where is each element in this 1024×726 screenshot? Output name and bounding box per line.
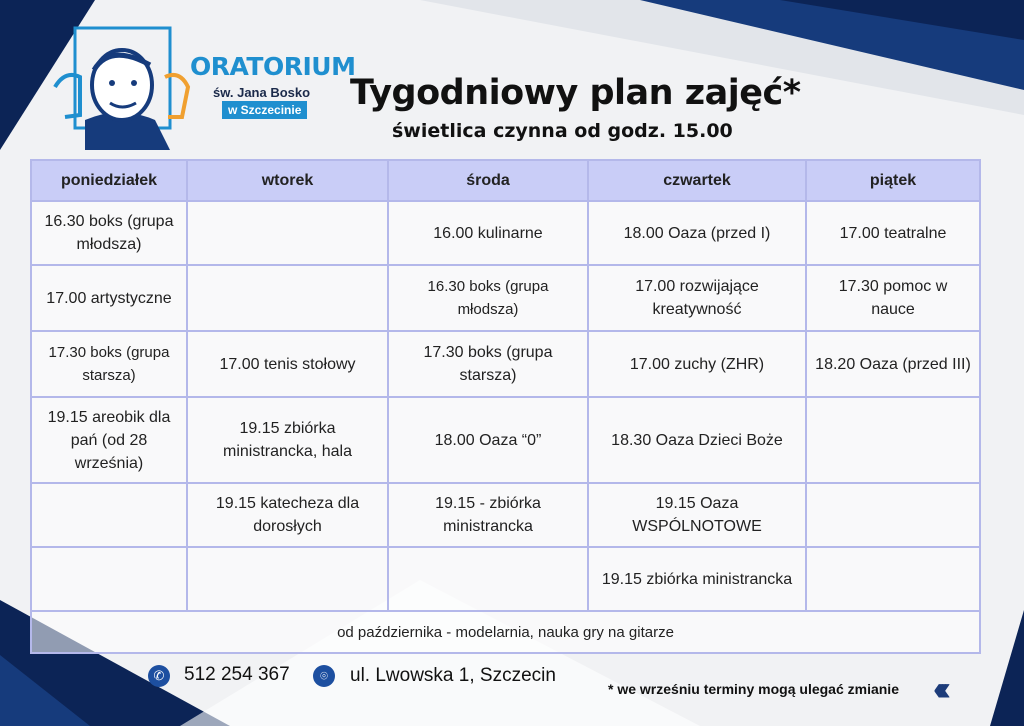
activity-cell: 19.15 katecheza dla dorosłych	[186, 482, 389, 548]
oratorium-logo	[53, 26, 191, 150]
activity-cell: 18.00 Oaza “0”	[387, 396, 589, 484]
table-row: 17.00 artystyczne 16.30 boks (grupa młod…	[30, 264, 981, 332]
day-header: środa	[387, 159, 589, 202]
activity-cell	[805, 482, 981, 548]
activity-cell	[387, 546, 589, 612]
table-row: 19.15 zbiórka ministrancka	[30, 546, 981, 612]
activity-cell: 17.00 zuchy (ZHR)	[587, 330, 807, 398]
day-header: piątek	[805, 159, 981, 202]
phone-number: 512 254 367	[184, 664, 290, 685]
activity-cell: 17.00 artystyczne	[30, 264, 188, 332]
page-subtitle: świetlica czynna od godz. 15.00	[392, 120, 733, 142]
activity-cell: 19.15 zbiórka ministrancka, hala	[186, 396, 389, 484]
activity-cell: 16.30 boks (grupa młodsza)	[30, 200, 188, 266]
activity-cell: 19.15 zbiórka ministrancka	[587, 546, 807, 612]
map-pin-icon: ⌾	[313, 665, 335, 687]
footer-note-cell: od października - modelarnia, nauka gry …	[30, 610, 981, 654]
activity-cell: 17.30 pomoc w nauce	[805, 264, 981, 332]
activity-cell: 18.20 Oaza (przed III)	[805, 330, 981, 398]
activity-cell: 18.00 Oaza (przed I)	[587, 200, 807, 266]
table-row: 16.30 boks (grupa młodsza) 16.00 kulinar…	[30, 200, 981, 266]
table-footer-row: od października - modelarnia, nauka gry …	[30, 610, 981, 654]
chevrons-left-icon: ‹‹‹	[933, 670, 951, 708]
activity-cell: 16.30 boks (grupa młodsza)	[387, 264, 589, 332]
activity-cell: 17.30 boks (grupa starsza)	[387, 330, 589, 398]
activity-cell	[186, 264, 389, 332]
activity-cell	[805, 396, 981, 484]
schedule-table: poniedziałek wtorek środa czwartek piąte…	[30, 159, 981, 654]
activity-cell: 17.00 tenis stołowy	[186, 330, 389, 398]
day-header: poniedziałek	[30, 159, 188, 202]
day-header: wtorek	[186, 159, 389, 202]
activity-cell: 16.00 kulinarne	[387, 200, 589, 266]
activity-cell	[30, 546, 188, 612]
activity-cell: 17.30 boks (grupa starsza)	[30, 330, 188, 398]
header-row: poniedziałek wtorek środa czwartek piąte…	[30, 159, 981, 202]
table-row: 19.15 katecheza dla dorosłych 19.15 - zb…	[30, 482, 981, 548]
logo-city: w Szczecinie	[222, 101, 308, 119]
logo-brand-name: ORATORIUM	[190, 52, 356, 81]
table-row: 17.30 boks (grupa starsza) 17.00 tenis s…	[30, 330, 981, 398]
activity-cell: 19.15 areobik dla pań (od 28 września)	[30, 396, 188, 484]
table-row: 19.15 areobik dla pań (od 28 września) 1…	[30, 396, 981, 484]
address: ul. Lwowska 1, Szczecin	[350, 665, 556, 686]
activity-cell	[30, 482, 188, 548]
activity-cell: 17.00 teatralne	[805, 200, 981, 266]
activity-cell	[805, 546, 981, 612]
day-header: czwartek	[587, 159, 807, 202]
activity-cell: 19.15 Oaza WSPÓLNOTOWE	[587, 482, 807, 548]
activity-cell: 19.15 - zbiórka ministrancka	[387, 482, 589, 548]
phone-icon: ✆	[148, 665, 170, 687]
activity-cell	[186, 546, 389, 612]
logo-subtitle: św. Jana Bosko	[213, 85, 311, 100]
activity-cell	[186, 200, 389, 266]
page-title: Tygodniowy plan zajęć*	[350, 73, 801, 113]
activity-cell: 18.30 Oaza Dzieci Boże	[587, 396, 807, 484]
footnote: * we wrześniu terminy mogą ulegać zmiani…	[608, 681, 899, 697]
activity-cell: 17.00 rozwijające kreatywność	[587, 264, 807, 332]
